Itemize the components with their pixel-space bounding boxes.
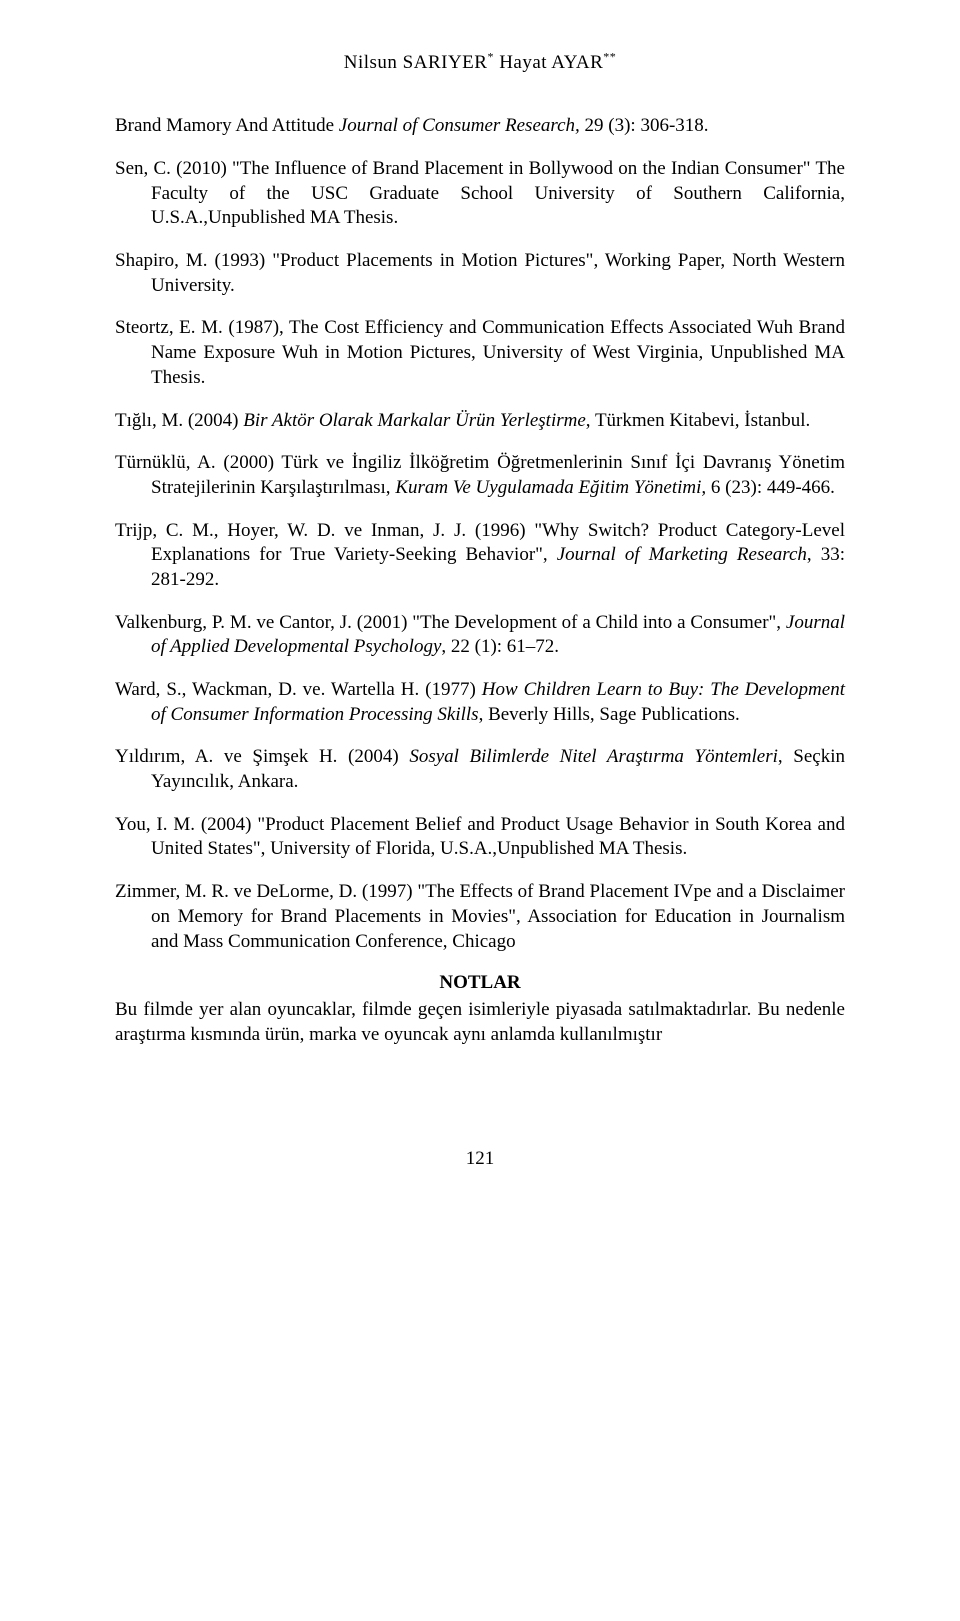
reference-text-prefix: Yıldırım, A. ve Şimşek H. (2004) [115, 746, 409, 767]
reference-entry: Ward, S., Wackman, D. ve. Wartella H. (1… [115, 678, 845, 727]
reference-italic: Bir Aktör Olarak Markalar Ürün Yerleştir… [243, 410, 586, 431]
authors-line: Nilsun SARIYER* Hayat AYAR** [344, 52, 617, 73]
reference-text-suffix: , Beverly Hills, Sage Publications. [479, 704, 740, 725]
author-1: Nilsun SARIYER [344, 52, 488, 73]
reference-text: Shapiro, M. (1993) "Product Placements i… [115, 250, 845, 296]
page-header: Nilsun SARIYER* Hayat AYAR** [115, 50, 845, 74]
superscript-1: * [487, 50, 494, 64]
reference-text: Sen, C. (2010) "The Influence of Brand P… [115, 158, 845, 228]
reference-entry: Yıldırım, A. ve Şimşek H. (2004) Sosyal … [115, 745, 845, 794]
reference-entry: Shapiro, M. (1993) "Product Placements i… [115, 249, 845, 298]
reference-italic: Sosyal Bilimlerde Nitel Araştırma Yöntem… [409, 746, 778, 767]
notes-text: Bu filmde yer alan oyuncaklar, filmde ge… [115, 998, 845, 1047]
reference-text-suffix: , 22 (1): 61–72. [441, 636, 559, 657]
reference-text-prefix: Tığlı, M. (2004) [115, 410, 243, 431]
reference-text-suffix: , Türkmen Kitabevi, İstanbul. [586, 410, 810, 431]
reference-text-prefix: Brand Mamory And Attitude [115, 115, 339, 136]
superscript-2: ** [603, 50, 616, 64]
reference-text-suffix: 6 (23): 449-466. [706, 477, 835, 498]
reference-italic: Kuram Ve Uygulamada Eğitim Yönetimi, [395, 477, 706, 498]
reference-text: Zimmer, M. R. ve DeLorme, D. (1997) "The… [115, 881, 845, 951]
reference-entry: Zimmer, M. R. ve DeLorme, D. (1997) "The… [115, 880, 845, 954]
reference-entry: Tığlı, M. (2004) Bir Aktör Olarak Markal… [115, 409, 845, 434]
reference-entry: Brand Mamory And Attitude Journal of Con… [115, 114, 845, 139]
reference-entry: You, I. M. (2004) "Product Placement Bel… [115, 813, 845, 862]
reference-text-prefix: Ward, S., Wackman, D. ve. Wartella H. (1… [115, 679, 482, 700]
notes-heading: NOTLAR [115, 972, 845, 994]
reference-entry: Steortz, E. M. (1987), The Cost Efficien… [115, 316, 845, 390]
reference-text-suffix: 29 (3): 306-318. [580, 115, 709, 136]
reference-text: Steortz, E. M. (1987), The Cost Efficien… [115, 317, 845, 387]
reference-entry: Türnüklü, A. (2000) Türk ve İngiliz İlkö… [115, 451, 845, 500]
reference-italic: Journal of Consumer Research, [339, 115, 580, 136]
reference-entry: Sen, C. (2010) "The Influence of Brand P… [115, 157, 845, 231]
page-number: 121 [115, 1148, 845, 1170]
reference-entry: Trijp, C. M., Hoyer, W. D. ve Inman, J. … [115, 519, 845, 593]
reference-text: You, I. M. (2004) "Product Placement Bel… [115, 814, 845, 860]
author-2: Hayat AYAR [499, 52, 603, 73]
reference-entry: Valkenburg, P. M. ve Cantor, J. (2001) "… [115, 611, 845, 660]
reference-italic: Journal of Marketing Research [557, 544, 807, 565]
reference-text-prefix: Valkenburg, P. M. ve Cantor, J. (2001) "… [115, 612, 786, 633]
